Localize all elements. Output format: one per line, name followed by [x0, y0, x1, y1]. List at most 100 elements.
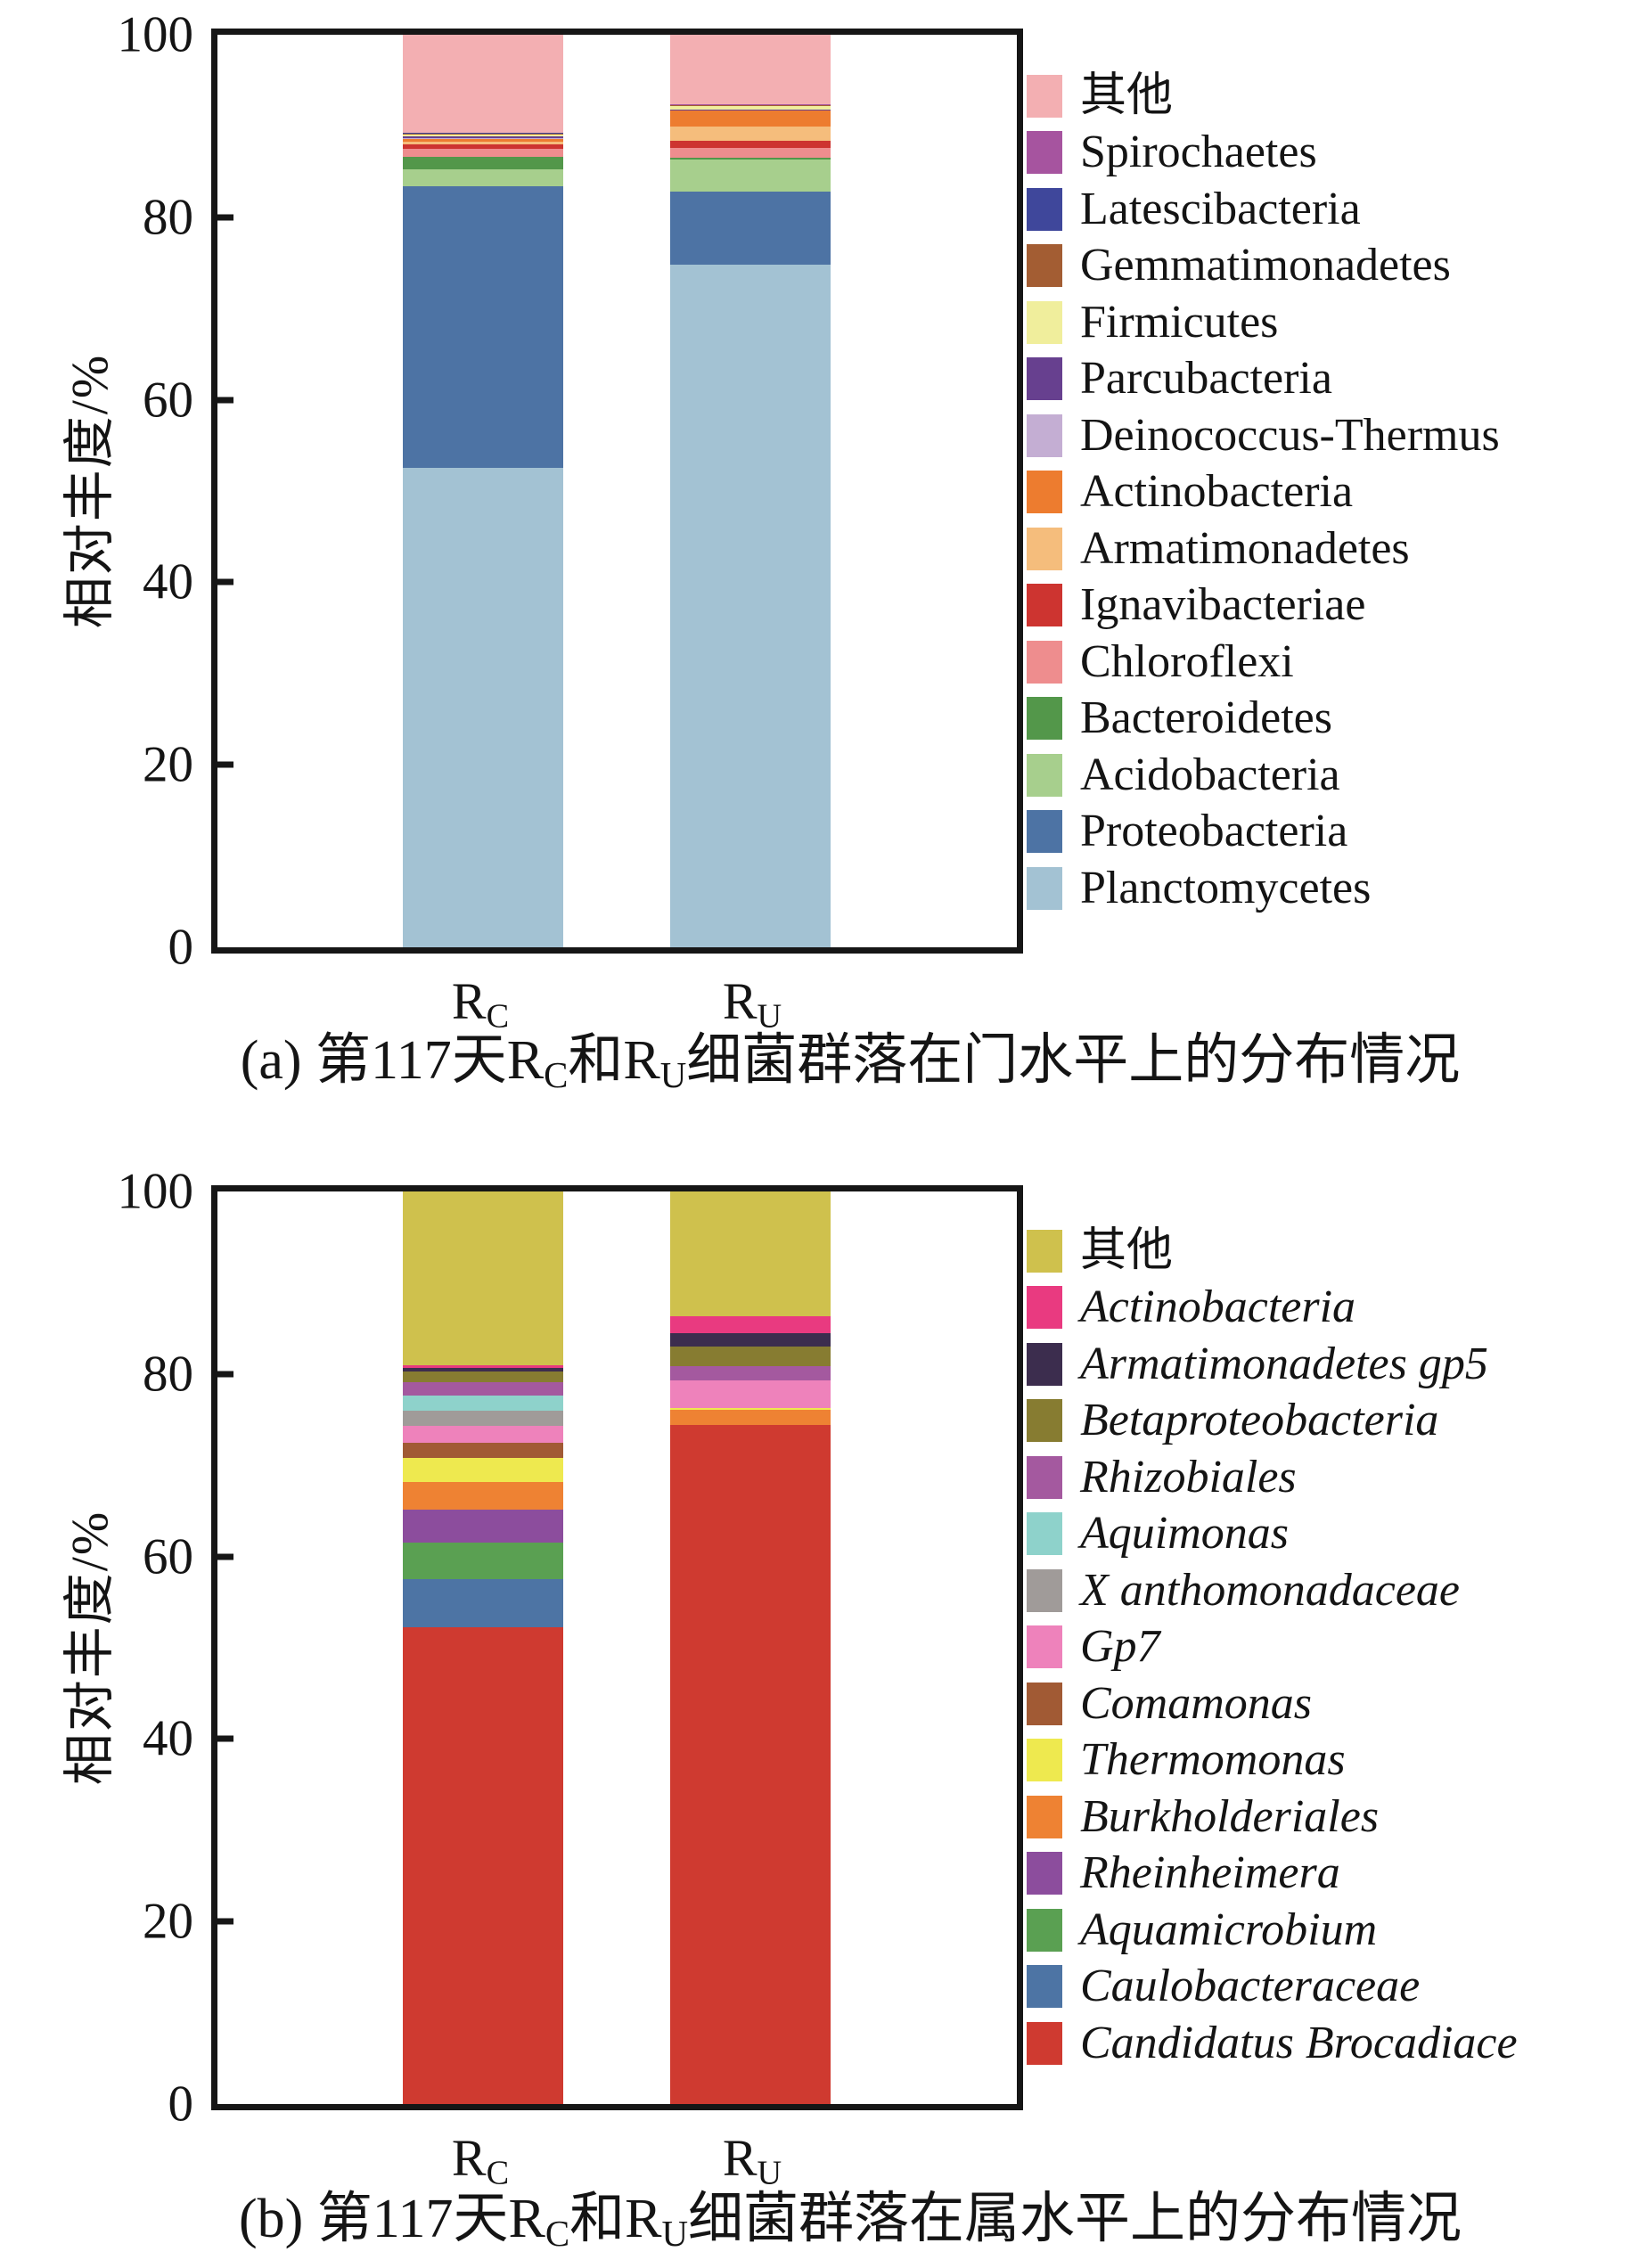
legend-label: Armatimonadetes gp5	[1080, 1338, 1488, 1389]
segment-actinobacteria	[402, 1364, 563, 1368]
legend-item-actinobacteria: Actinobacteria	[1027, 1280, 1518, 1337]
caption-subscript: C	[544, 1055, 569, 1096]
y-tick-label: 60	[143, 1528, 193, 1585]
segment-bacteroidetes	[670, 158, 831, 160]
legend-item-ignavibacteriae: Ignavibacteriae	[1027, 577, 1500, 635]
legend-label: Armatimonadetes	[1080, 522, 1410, 574]
segment-chloroflexi	[402, 149, 563, 158]
legend-color-swatch	[1027, 810, 1062, 854]
legend-label: Rheinheimera	[1080, 1847, 1340, 1899]
legend-label: X anthomonadaceae	[1080, 1564, 1461, 1616]
legend-color-swatch	[1027, 131, 1062, 175]
legend-item-armatimonadetes-gp5: Armatimonadetes gp5	[1027, 1336, 1518, 1393]
legend-color-swatch	[1027, 1908, 1062, 1952]
stacked-bar-ru	[670, 1191, 831, 2104]
legend-label: Deinococcus-Thermus	[1080, 409, 1500, 461]
segment-actinobacteria	[402, 138, 563, 143]
legend-label: Comamonas	[1080, 1677, 1313, 1729]
caption-text: (b) 第117天R	[238, 2189, 545, 2249]
segment-proteobacteria	[670, 192, 831, 266]
legend-color-swatch	[1027, 640, 1062, 684]
chart-caption: (a) 第117天RC和RU细菌群落在门水平上的分布情况	[62, 1029, 1638, 1096]
caption-subscript: C	[545, 2214, 570, 2255]
segment-gp7	[402, 1426, 563, 1443]
segment-armatimonadetes-gp5	[670, 1332, 831, 1347]
segment-gp7	[670, 1380, 831, 1408]
segment-	[670, 1191, 831, 1317]
segment-ignavibacteriae	[402, 143, 563, 150]
chart-caption: (b) 第117天RC和RU细菌群落在属水平上的分布情况	[62, 2188, 1638, 2255]
y-tick-mark	[217, 214, 233, 221]
legend-item-comamonas: Comamonas	[1027, 1675, 1518, 1732]
y-tick-mark	[217, 1735, 233, 1742]
legend-color-swatch	[1027, 2021, 1062, 2065]
legend-color-swatch	[1027, 1512, 1062, 1556]
plot-area: 100 80 60 40 20 0	[118, 1167, 1023, 2130]
y-tick-label: 40	[143, 1710, 193, 1767]
legend: 其他 Actinobacteria Armatimonadetes gp5 Be…	[1027, 1223, 1518, 2072]
legend-label: Spirochaetes	[1080, 127, 1317, 178]
y-tick-label: 20	[143, 1893, 193, 1950]
legend-label: Planctomycetes	[1080, 862, 1372, 913]
legend-item-firmicutes: Firmicutes	[1027, 294, 1500, 351]
legend-item-armatimonadetes: Armatimonadetes	[1027, 520, 1500, 577]
legend-item-parcubacteria: Parcubacteria	[1027, 351, 1500, 408]
segment-actinobacteria	[670, 1316, 831, 1333]
legend-label: Rhizobiales	[1080, 1451, 1297, 1502]
segment-caulobacteraceae	[402, 1579, 563, 1628]
legend-color-swatch	[1027, 1286, 1062, 1330]
y-tick-mark	[217, 1371, 233, 1378]
segment-x-anthomonadaceae	[402, 1410, 563, 1427]
y-tick-label: 100	[117, 6, 194, 63]
y-tick-label: 60	[143, 372, 193, 429]
legend-label: Gemmatimonadetes	[1080, 240, 1451, 291]
segment-burkholderiales	[402, 1481, 563, 1511]
legend-item-latescibacteria: Latescibacteria	[1027, 181, 1500, 238]
caption-text: 细菌群落在属水平上的分布情况	[688, 2189, 1462, 2249]
segment-betaproteobacteria	[402, 1371, 563, 1383]
stacked-bar-ru	[670, 35, 831, 947]
segment-burkholderiales	[670, 1409, 831, 1426]
segment-armatimonadetes	[402, 142, 563, 144]
legend-color-swatch	[1027, 527, 1062, 570]
legend-item-gp7: Gp7	[1027, 1619, 1518, 1676]
segment-	[670, 35, 831, 105]
y-tick-label: 100	[117, 1163, 194, 1220]
segment-acidobacteria	[670, 160, 831, 192]
y-tick-label: 80	[143, 189, 193, 246]
segment-actinobacteria	[670, 111, 831, 127]
y-axis-title: 相对丰度/%	[61, 1510, 119, 1786]
y-tick-mark	[217, 1553, 233, 1560]
legend: 其他 Spirochaetes Latescibacteria Gemmatim…	[1027, 68, 1500, 917]
legend-label: Candidatus Brocadiace	[1080, 2017, 1518, 2068]
legend-color-swatch	[1027, 1399, 1062, 1443]
y-tick-label: 0	[168, 919, 194, 976]
legend-color-swatch	[1027, 1965, 1062, 2009]
legend-label: Proteobacteria	[1080, 806, 1348, 857]
y-tick-mark	[217, 761, 233, 768]
segment-armatimonadetes	[670, 126, 831, 141]
legend-color-swatch	[1027, 1455, 1062, 1499]
legend-label: Aquamicrobium	[1080, 1904, 1378, 1955]
x-tick-label: RU	[722, 972, 782, 1036]
y-tick-label: 80	[143, 1346, 193, 1403]
segment-armatimonadetes-gp5	[402, 1367, 563, 1371]
legend-label: Parcubacteria	[1080, 353, 1332, 405]
y-tick-label: 0	[168, 2076, 194, 2133]
legend-color-swatch	[1027, 697, 1062, 741]
segment-	[402, 1191, 563, 1365]
legend-item-chloroflexi: Chloroflexi	[1027, 634, 1500, 691]
plot-area: 100 80 60 40 20 0	[118, 10, 1023, 973]
segment-ignavibacteriae	[670, 140, 831, 149]
segment-candidatus-brocadiace	[670, 1425, 831, 2104]
legend-color-swatch	[1027, 1342, 1062, 1386]
legend-label: Actinobacteria	[1080, 1281, 1356, 1333]
segment-spirochaetes	[670, 104, 831, 105]
legend-item-deinococcus-thermus: Deinococcus-Thermus	[1027, 407, 1500, 464]
legend-item-: 其他	[1027, 1223, 1518, 1280]
caption-text: 和R	[569, 2189, 662, 2249]
segment-gemmatimonadetes	[402, 134, 563, 135]
segment-candidatus-brocadiace	[402, 1627, 563, 2104]
legend-label: Latescibacteria	[1080, 183, 1361, 234]
